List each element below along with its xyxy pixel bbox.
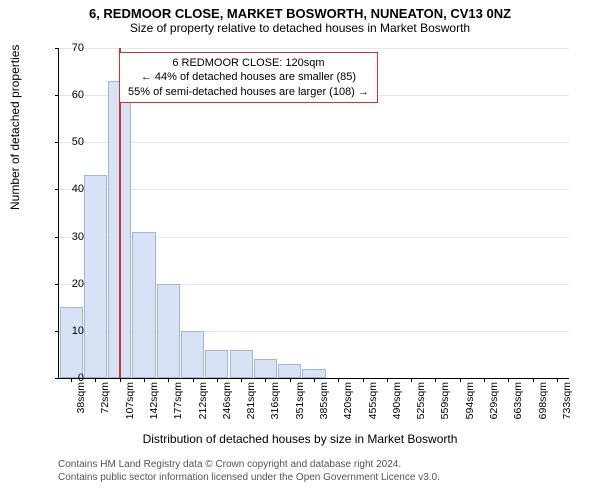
xtick-label: 385sqm — [318, 382, 330, 419]
xtick-mark — [193, 378, 194, 382]
xtick-mark — [411, 378, 412, 382]
ytick-label: 0 — [54, 372, 84, 384]
xtick-mark — [241, 378, 242, 382]
xtick-mark — [144, 378, 145, 382]
xtick-label: 38sqm — [75, 382, 87, 414]
xtick-mark — [484, 378, 485, 382]
histogram-bar — [205, 350, 228, 378]
histogram-bar — [254, 359, 277, 378]
ytick-label: 40 — [54, 183, 84, 195]
ytick-label: 50 — [54, 136, 84, 148]
xtick-mark — [290, 378, 291, 382]
xtick-label: 525sqm — [415, 382, 427, 419]
xtick-mark — [460, 378, 461, 382]
xtick-label: 455sqm — [367, 382, 379, 419]
xtick-mark — [557, 378, 558, 382]
xtick-mark — [387, 378, 388, 382]
ytick-label: 30 — [54, 231, 84, 243]
xtick-label: 142sqm — [148, 382, 160, 419]
histogram-bar — [157, 284, 180, 378]
xtick-mark — [265, 378, 266, 382]
xtick-label: 281sqm — [245, 382, 257, 419]
histogram-bar — [132, 232, 155, 378]
chart-subtitle: Size of property relative to detached ho… — [0, 21, 600, 39]
grid-line — [59, 189, 569, 190]
histogram-bar — [230, 350, 253, 378]
chart-container: 6, REDMOOR CLOSE, MARKET BOSWORTH, NUNEA… — [0, 0, 600, 500]
histogram-bar — [84, 175, 107, 378]
ytick-label: 10 — [54, 325, 84, 337]
grid-line — [59, 142, 569, 143]
xtick-mark — [533, 378, 534, 382]
xtick-mark — [363, 378, 364, 382]
xtick-label: 72sqm — [99, 382, 111, 414]
ytick-label: 20 — [54, 278, 84, 290]
xtick-mark — [168, 378, 169, 382]
xtick-label: 698sqm — [537, 382, 549, 419]
annotation-line: ← 44% of detached houses are smaller (85… — [128, 70, 369, 84]
xtick-label: 663sqm — [512, 382, 524, 419]
plot-region: 38sqm72sqm107sqm142sqm177sqm212sqm246sqm… — [58, 48, 569, 379]
xtick-label: 490sqm — [391, 382, 403, 419]
annotation-line: 6 REDMOOR CLOSE: 120sqm — [128, 56, 369, 70]
attribution-line1: Contains HM Land Registry data © Crown c… — [58, 458, 440, 471]
annotation-line: 55% of semi-detached houses are larger (… — [128, 85, 369, 99]
xtick-mark — [435, 378, 436, 382]
attribution: Contains HM Land Registry data © Crown c… — [58, 458, 440, 484]
xtick-mark — [508, 378, 509, 382]
xtick-label: 107sqm — [124, 382, 136, 419]
xtick-mark — [120, 378, 121, 382]
attribution-line2: Contains public sector information licen… — [58, 471, 440, 484]
xtick-label: 316sqm — [269, 382, 281, 419]
y-axis-label: Number of detached properties — [8, 45, 22, 210]
histogram-bar — [278, 364, 301, 378]
xtick-mark — [338, 378, 339, 382]
grid-line — [59, 48, 569, 49]
histogram-bar — [181, 331, 204, 378]
xtick-label: 629sqm — [488, 382, 500, 419]
x-axis-label: Distribution of detached houses by size … — [0, 432, 600, 446]
xtick-label: 733sqm — [561, 382, 573, 419]
xtick-label: 212sqm — [197, 382, 209, 419]
xtick-label: 420sqm — [342, 382, 354, 419]
annotation-box: 6 REDMOOR CLOSE: 120sqm← 44% of detached… — [119, 52, 378, 103]
xtick-label: 594sqm — [464, 382, 476, 419]
ytick-label: 60 — [54, 89, 84, 101]
xtick-mark — [217, 378, 218, 382]
xtick-mark — [314, 378, 315, 382]
chart-title: 6, REDMOOR CLOSE, MARKET BOSWORTH, NUNEA… — [0, 0, 600, 21]
chart-area: 38sqm72sqm107sqm142sqm177sqm212sqm246sqm… — [58, 48, 568, 378]
xtick-label: 559sqm — [439, 382, 451, 419]
xtick-label: 246sqm — [221, 382, 233, 419]
xtick-label: 177sqm — [172, 382, 184, 419]
histogram-bar — [302, 369, 325, 378]
xtick-label: 351sqm — [294, 382, 306, 419]
histogram-bar — [60, 307, 83, 378]
ytick-label: 70 — [54, 42, 84, 54]
xtick-mark — [95, 378, 96, 382]
